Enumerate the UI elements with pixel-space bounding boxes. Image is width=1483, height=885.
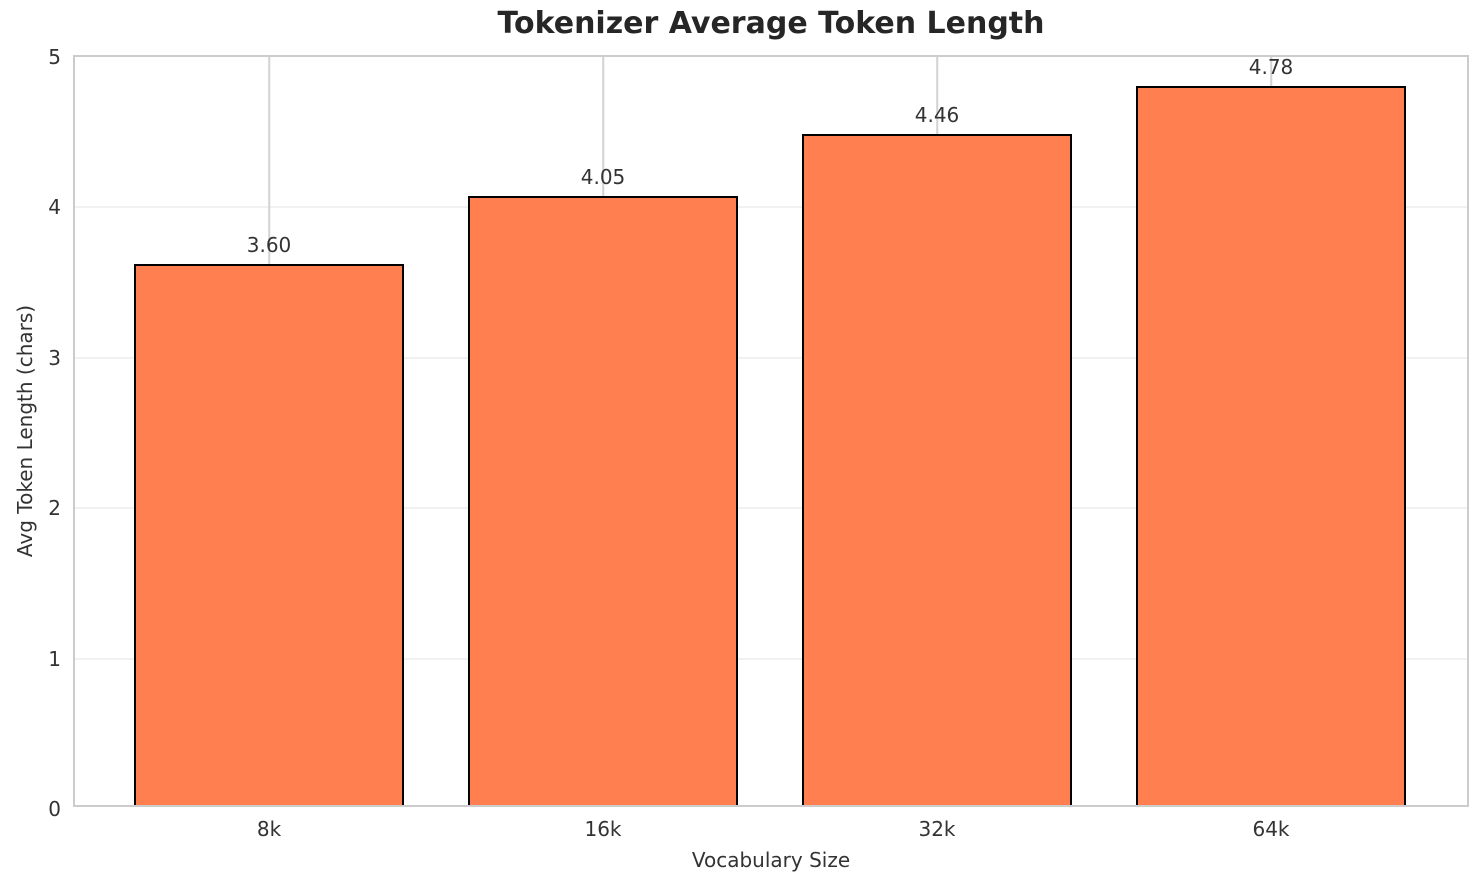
y-gridline: [75, 206, 1467, 209]
y-tick-label: 4: [48, 195, 61, 220]
y-tick-label: 1: [48, 646, 61, 671]
y-tick-label: 2: [48, 496, 61, 521]
x-axis-label: Vocabulary Size: [691, 848, 851, 872]
y-tick-label: 0: [48, 797, 61, 821]
bar: [134, 264, 404, 805]
bar-value-label: 4.46: [914, 103, 960, 127]
y-gridline: [75, 507, 1467, 510]
bar: [802, 134, 1072, 805]
chart-title: Tokenizer Average Token Length: [497, 6, 1045, 41]
x-tick-label: 64k: [1252, 817, 1290, 841]
bar-value-label: 3.60: [246, 233, 292, 257]
bar: [468, 196, 738, 805]
bar-value-label: 4.05: [580, 165, 626, 189]
y-gridline: [75, 356, 1467, 359]
y-gridline: [75, 657, 1467, 660]
x-tick-label: 32k: [918, 817, 956, 841]
bar-value-label: 4.78: [1248, 55, 1294, 79]
x-tick-label: 16k: [584, 817, 622, 841]
bar: [1136, 86, 1406, 805]
y-tick-label: 3: [48, 345, 61, 370]
y-axis-label: Avg Token Length (chars): [13, 304, 37, 558]
y-tick-label: 5: [48, 45, 61, 69]
x-tick-label: 8k: [256, 817, 282, 841]
plot-area: 0 1 2 3 4 5 3.60 8k 4.05 16k 4.46 32k 4.78 64k: [48, 45, 1469, 841]
